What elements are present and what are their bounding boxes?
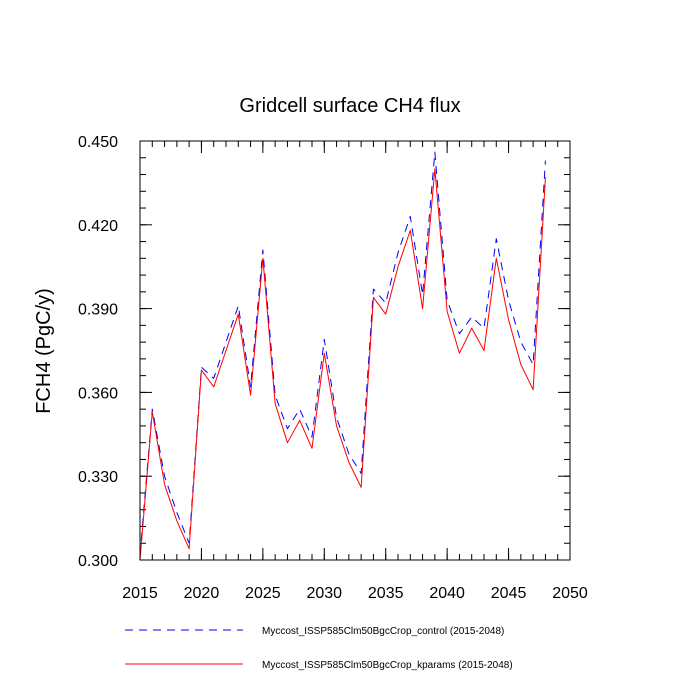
x-tick-label: 2045 xyxy=(491,585,527,602)
y-tick-label: 0.300 xyxy=(78,553,118,570)
tick-layer xyxy=(139,140,571,561)
x-tick-label: 2050 xyxy=(552,585,588,602)
x-tick-label: 2020 xyxy=(184,585,220,602)
x-tick-label: 2035 xyxy=(368,585,404,602)
legend: Myccost_ISSP585Clm50BgcCrop_control (201… xyxy=(125,626,513,671)
y-tick-labels: 0.300 0.330 0.360 0.390 0.420 0.450 xyxy=(78,134,118,570)
y-tick-label: 0.360 xyxy=(78,385,118,402)
chart-title: Gridcell surface CH4 flux xyxy=(239,95,460,117)
x-tick-labels: 2015 2020 2025 2030 2035 2040 2045 2050 xyxy=(122,585,588,602)
y-axis-label: FCH4 (PgC/y) xyxy=(33,288,55,414)
y-tick-label: 0.420 xyxy=(78,218,118,235)
series-line-kparams xyxy=(139,168,546,561)
legend-label-control: Myccost_ISSP585Clm50BgcCrop_control (201… xyxy=(262,626,504,637)
x-tick-label: 2025 xyxy=(245,585,281,602)
x-tick-label: 2015 xyxy=(122,585,158,602)
x-tick-label: 2040 xyxy=(429,585,465,602)
y-tick-label: 0.330 xyxy=(78,469,118,486)
y-tick-label: 0.450 xyxy=(78,134,118,151)
plot-frame xyxy=(139,140,571,561)
series-layer xyxy=(139,151,546,561)
y-tick-label: 0.390 xyxy=(78,302,118,319)
legend-label-kparams: Myccost_ISSP585Clm50BgcCrop_kparams (201… xyxy=(262,660,513,671)
series-line-control xyxy=(139,151,546,555)
x-tick-label: 2030 xyxy=(306,585,342,602)
